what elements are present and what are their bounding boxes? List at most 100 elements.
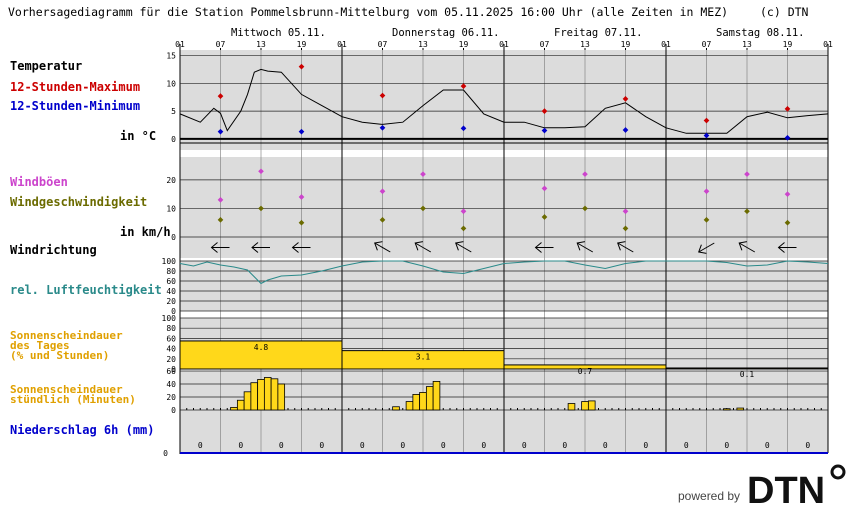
gust-point	[703, 188, 710, 195]
arrow-shaft	[698, 242, 715, 253]
precip-value: 0	[441, 441, 446, 450]
sun-hourly-label: Sonnenscheindauer	[10, 383, 123, 396]
tmax-point	[217, 93, 224, 99]
y-tick-label: 60	[166, 367, 176, 376]
day-label: Donnerstag 06.11.	[392, 27, 499, 39]
hour-tick-label: 07	[540, 40, 550, 49]
hour-tick-label: 07	[216, 40, 226, 49]
precip-value: 0	[279, 441, 284, 450]
sun-hourly-bar	[736, 407, 745, 411]
arrow-shaft	[455, 242, 472, 253]
gust-point	[460, 208, 467, 215]
chart-title: Vorhersagediagramm für die Station Pomme…	[8, 5, 728, 19]
y-tick-label: 20	[166, 355, 176, 364]
tmin-point	[379, 124, 386, 131]
wind-speed-point	[258, 205, 264, 212]
wind-direction-arrow	[210, 242, 230, 253]
humidity-line	[179, 260, 829, 285]
precip-value: 0	[562, 441, 567, 450]
precip-value: 0	[238, 441, 243, 450]
arrow-head	[738, 241, 747, 251]
sun-hourly-bar	[587, 400, 596, 411]
wind-speed-point	[541, 214, 548, 220]
precip-value: 0	[319, 441, 324, 450]
sun-hourly-bar	[270, 378, 279, 411]
sun-hourly-bar	[581, 401, 589, 411]
gust-point	[784, 191, 791, 197]
sun-hourly-bar	[722, 408, 731, 411]
sun-hourly-bar	[419, 392, 427, 411]
arrow-head	[617, 241, 626, 251]
sun-hourly-bar	[263, 377, 272, 411]
precip-value: 0	[805, 441, 810, 450]
y-tick-label: 20	[166, 297, 176, 306]
sun-daily-bar	[341, 350, 505, 370]
tmax-point	[460, 83, 467, 89]
y-tick-label: 0	[171, 233, 176, 242]
gust-label: Windböen	[10, 175, 68, 189]
temperature-line	[179, 68, 829, 134]
wind-direction-arrow	[698, 242, 715, 254]
wind-speed-point	[622, 225, 629, 232]
gust-point	[541, 185, 548, 192]
arrow-shaft	[414, 242, 432, 253]
dtn-logo-dot	[830, 464, 846, 480]
temperature-unit: in °C	[120, 129, 156, 143]
y-tick-label: 40	[166, 287, 176, 296]
sun-hourly-bar	[257, 379, 265, 411]
wind-direction-arrow	[374, 241, 391, 253]
wind-speed-point	[298, 219, 305, 226]
sun-daily-bar	[665, 367, 829, 370]
wind-speed-point	[420, 205, 426, 212]
powered-by-text: powered by	[678, 489, 740, 503]
tmax-point	[784, 106, 791, 112]
arrow-head	[698, 244, 707, 254]
wind-direction-arrow	[534, 242, 554, 253]
hour-tick-label: 19	[783, 40, 793, 49]
sun-daily-value: 0.7	[578, 367, 593, 376]
y-tick-label: 100	[162, 314, 177, 323]
sun-hourly-bar	[567, 403, 576, 411]
y-tick-label: 60	[166, 277, 176, 286]
y-tick-label: 0	[171, 406, 176, 415]
day-label: Samstag 08.11.	[716, 27, 805, 39]
sun-hourly-bar	[392, 406, 400, 411]
tmax-point	[541, 108, 548, 114]
arrow-head	[374, 241, 383, 251]
gust-point	[582, 171, 588, 177]
y-tick-label: 10	[166, 79, 176, 88]
arrow-shaft	[617, 242, 634, 253]
y-tick-label: 0	[171, 307, 176, 316]
hour-tick-label: 07	[702, 40, 712, 49]
sun-daily-label: (% und Stunden)	[10, 349, 109, 362]
gust-point	[622, 208, 629, 215]
precip-value: 0	[603, 441, 608, 450]
y-tick-label: 10	[166, 204, 176, 213]
sun-hourly-bar	[277, 383, 286, 411]
sun-daily-bar	[503, 364, 667, 370]
sun-hourly-bar	[243, 391, 252, 411]
precip-value: 0	[360, 441, 365, 450]
tmin-point	[298, 128, 305, 135]
gust-point	[258, 168, 264, 175]
arrow-head	[777, 242, 785, 253]
gust-point	[744, 171, 750, 177]
sun-hourly-bar	[405, 401, 414, 411]
wind-direction-arrow	[251, 242, 270, 253]
gust-point	[298, 194, 305, 200]
arrow-head	[414, 241, 423, 251]
wind-direction-arrow	[617, 241, 634, 253]
wind-speed-point	[744, 208, 750, 215]
humidity-label: rel. Luftfeuchtigkeit	[10, 283, 162, 297]
tmin-point	[703, 132, 710, 139]
tmin-point	[622, 127, 629, 133]
gust-point	[420, 171, 426, 177]
sun-daily-value: 0.1	[740, 370, 755, 379]
arrow-head	[455, 241, 464, 251]
hour-tick-label: 13	[256, 40, 266, 49]
precip-value: 0	[643, 441, 648, 450]
arrow-shaft	[738, 242, 756, 253]
precip-label: Niederschlag 6h (mm)	[10, 423, 155, 437]
precip-value: 0	[522, 441, 527, 450]
wind-speed-point	[217, 217, 224, 223]
